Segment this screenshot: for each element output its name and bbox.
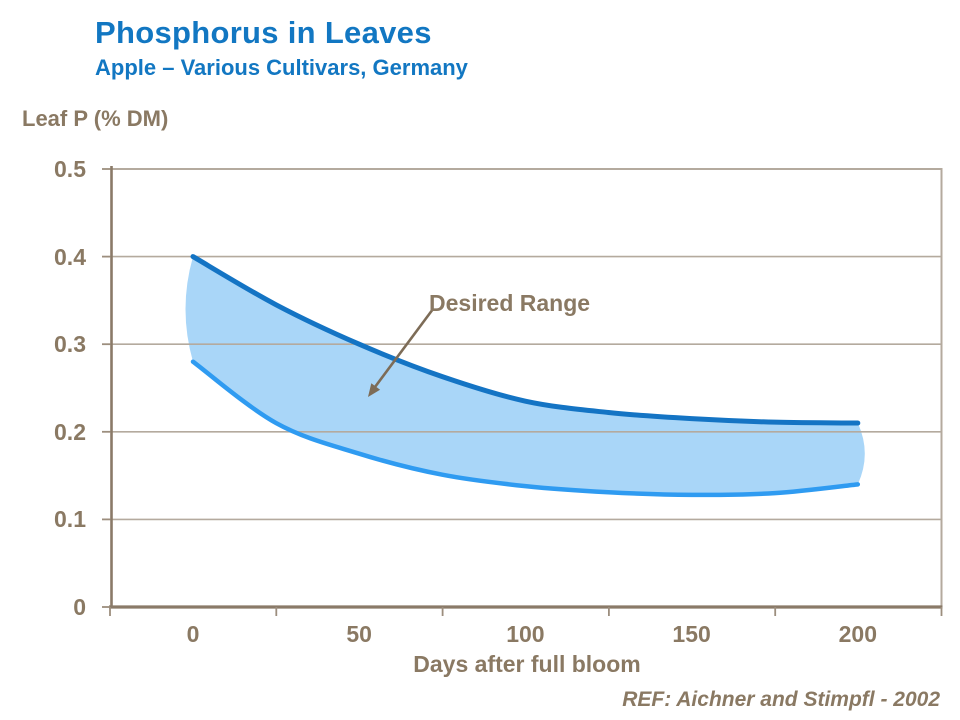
desired-range-band — [185, 256, 865, 495]
annotation-arrowhead-icon — [368, 383, 381, 397]
y-tick-label: 0.1 — [54, 506, 86, 533]
x-axis-title: Days after full bloom — [413, 651, 641, 677]
annotation-label: Desired Range — [429, 290, 591, 316]
x-tick-label: 0 — [186, 621, 200, 647]
x-tick-label: 200 — [838, 621, 877, 647]
lower-limit-curve — [190, 359, 861, 498]
x-tick-label: 150 — [672, 621, 711, 647]
x-tick-label: 100 — [506, 621, 545, 647]
reference-text: REF: Aichner and Stimpfl - 2002 — [622, 688, 940, 711]
x-tick-label: 50 — [346, 621, 372, 647]
y-tick-label: 0.2 — [54, 418, 86, 445]
y-tick-label: 0 — [73, 594, 86, 620]
annotation-arrow-line — [373, 308, 435, 388]
y-tick-label: 0.3 — [54, 331, 86, 358]
y-axis-title: Leaf P (% DM) — [22, 106, 169, 131]
y-tick-label: 0.4 — [54, 243, 86, 270]
upper-limit-curve — [190, 254, 861, 426]
page-title: Phosphorus in Leaves — [95, 15, 432, 50]
y-tick-label: 0.5 — [54, 156, 86, 182]
page-subtitle: Apple – Various Cultivars, Germany — [95, 55, 468, 80]
